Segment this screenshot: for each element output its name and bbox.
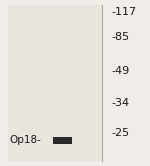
Text: -25: -25 <box>111 128 129 138</box>
Text: Op18-: Op18- <box>9 135 41 145</box>
FancyBboxPatch shape <box>8 5 102 161</box>
Text: -117: -117 <box>111 7 136 17</box>
FancyBboxPatch shape <box>52 136 72 144</box>
Text: -85: -85 <box>111 32 129 42</box>
Text: -49: -49 <box>111 66 129 76</box>
Text: -34: -34 <box>111 98 129 108</box>
